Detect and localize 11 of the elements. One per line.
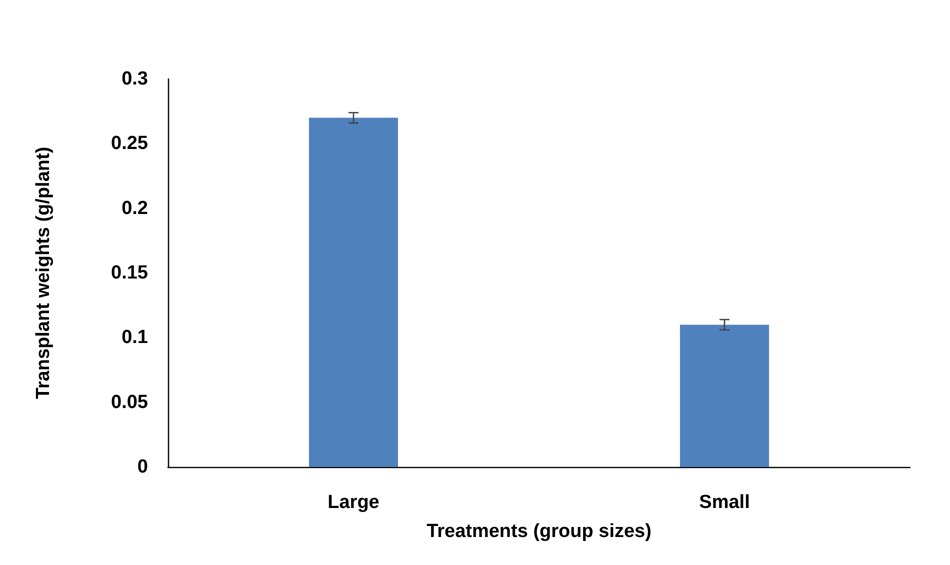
y-tick-label: 0.25 [111, 133, 148, 154]
y-tick-label: 0.1 [122, 327, 148, 348]
y-tick-label: 0 [137, 456, 148, 478]
y-tick-label: 0.3 [122, 68, 148, 90]
y-axis-title: Transplant weights (g/plant) [33, 146, 54, 400]
x-axis-title: Treatments (group sizes) [426, 521, 652, 542]
x-tick-label: Large [328, 492, 380, 513]
y-tick-label: 0.2 [122, 198, 148, 219]
y-tick-label: 0.15 [111, 262, 148, 284]
y-tick-label: 0.05 [111, 392, 148, 413]
x-tick-label: Small [699, 492, 750, 513]
